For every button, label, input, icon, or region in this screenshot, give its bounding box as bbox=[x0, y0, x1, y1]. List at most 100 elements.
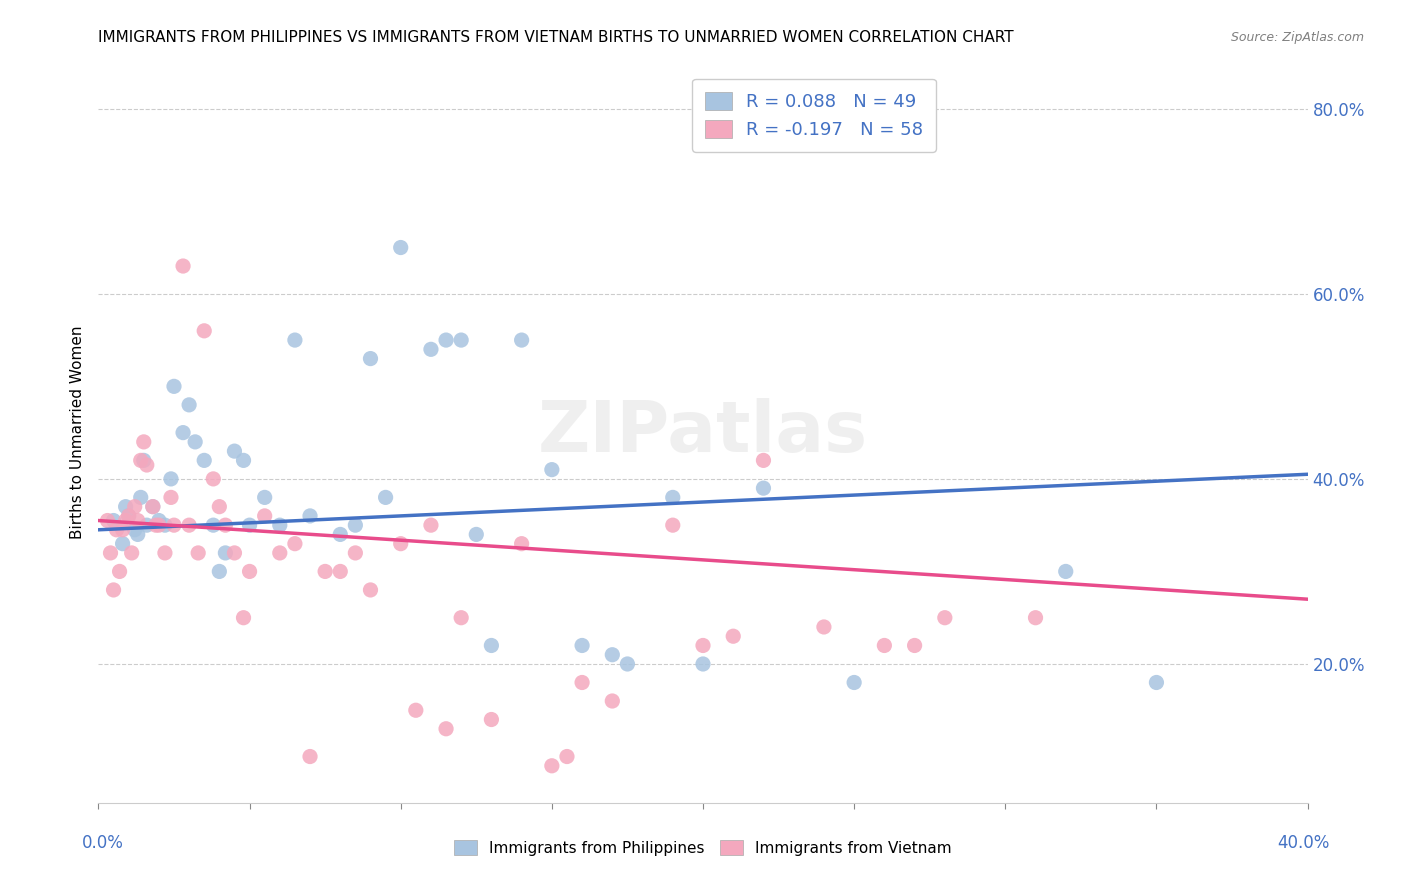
Point bbox=[571, 675, 593, 690]
Point bbox=[118, 508, 141, 523]
Point bbox=[510, 333, 533, 347]
Point bbox=[232, 610, 254, 624]
Point bbox=[135, 518, 157, 533]
Point bbox=[142, 500, 165, 514]
Point bbox=[723, 629, 745, 643]
Point bbox=[752, 453, 775, 467]
Point bbox=[129, 453, 152, 467]
Point bbox=[179, 398, 201, 412]
Point bbox=[172, 259, 194, 273]
Point bbox=[284, 333, 307, 347]
Point bbox=[214, 546, 236, 560]
Point bbox=[540, 462, 562, 476]
Point bbox=[160, 472, 183, 486]
Point bbox=[1024, 610, 1046, 624]
Point bbox=[208, 500, 231, 514]
Point bbox=[481, 639, 503, 653]
Point bbox=[360, 582, 382, 597]
Point bbox=[163, 379, 186, 393]
Point bbox=[124, 500, 146, 514]
Point bbox=[481, 713, 503, 727]
Point bbox=[127, 514, 149, 528]
Point bbox=[450, 610, 472, 624]
Point bbox=[239, 565, 262, 579]
Point bbox=[127, 527, 149, 541]
Point bbox=[389, 240, 412, 254]
Text: IMMIGRANTS FROM PHILIPPINES VS IMMIGRANTS FROM VIETNAM BIRTHS TO UNMARRIED WOMEN: IMMIGRANTS FROM PHILIPPINES VS IMMIGRANT… bbox=[98, 29, 1014, 45]
Point bbox=[934, 610, 956, 624]
Point bbox=[284, 536, 307, 550]
Point bbox=[389, 536, 412, 550]
Point bbox=[114, 514, 136, 528]
Point bbox=[253, 508, 276, 523]
Point bbox=[135, 458, 157, 472]
Point bbox=[873, 639, 896, 653]
Point bbox=[450, 333, 472, 347]
Point bbox=[224, 546, 246, 560]
Legend: Immigrants from Philippines, Immigrants from Vietnam: Immigrants from Philippines, Immigrants … bbox=[449, 834, 957, 862]
Text: 40.0%: 40.0% bbox=[1277, 834, 1330, 852]
Point bbox=[148, 518, 170, 533]
Point bbox=[100, 546, 122, 560]
Point bbox=[184, 434, 207, 449]
Point bbox=[1054, 565, 1077, 579]
Point bbox=[420, 518, 443, 533]
Point bbox=[269, 546, 291, 560]
Point bbox=[142, 500, 165, 514]
Point bbox=[187, 546, 209, 560]
Point bbox=[555, 749, 578, 764]
Point bbox=[571, 639, 593, 653]
Point bbox=[103, 514, 125, 528]
Point bbox=[661, 518, 683, 533]
Point bbox=[108, 565, 131, 579]
Point bbox=[153, 518, 176, 533]
Point bbox=[329, 565, 352, 579]
Point bbox=[434, 333, 457, 347]
Point bbox=[616, 657, 638, 671]
Point bbox=[118, 508, 141, 523]
Point bbox=[314, 565, 336, 579]
Point bbox=[269, 518, 291, 533]
Point bbox=[602, 694, 624, 708]
Point bbox=[121, 546, 143, 560]
Point bbox=[163, 518, 186, 533]
Point bbox=[224, 444, 246, 458]
Point bbox=[96, 514, 118, 528]
Point bbox=[214, 518, 236, 533]
Point bbox=[111, 523, 134, 537]
Point bbox=[602, 648, 624, 662]
Point bbox=[344, 546, 367, 560]
Text: Source: ZipAtlas.com: Source: ZipAtlas.com bbox=[1230, 31, 1364, 45]
Point bbox=[465, 527, 488, 541]
Point bbox=[299, 508, 322, 523]
Point bbox=[374, 491, 396, 505]
Point bbox=[510, 536, 533, 550]
Point bbox=[752, 481, 775, 495]
Point bbox=[904, 639, 927, 653]
Point bbox=[160, 491, 183, 505]
Point bbox=[344, 518, 367, 533]
Text: ZIPatlas: ZIPatlas bbox=[538, 398, 868, 467]
Point bbox=[111, 536, 134, 550]
Point bbox=[434, 722, 457, 736]
Point bbox=[253, 491, 276, 505]
Point bbox=[148, 514, 170, 528]
Point bbox=[692, 639, 714, 653]
Point bbox=[232, 453, 254, 467]
Point bbox=[193, 453, 215, 467]
Point bbox=[179, 518, 201, 533]
Point bbox=[813, 620, 835, 634]
Point bbox=[124, 523, 146, 537]
Point bbox=[540, 758, 562, 772]
Point bbox=[153, 546, 176, 560]
Point bbox=[132, 453, 155, 467]
Point bbox=[114, 500, 136, 514]
Point bbox=[202, 518, 225, 533]
Point bbox=[103, 582, 125, 597]
Text: 0.0%: 0.0% bbox=[82, 834, 124, 852]
Point bbox=[105, 523, 128, 537]
Y-axis label: Births to Unmarried Women: Births to Unmarried Women bbox=[69, 326, 84, 540]
Point bbox=[172, 425, 194, 440]
Point bbox=[193, 324, 215, 338]
Point bbox=[202, 472, 225, 486]
